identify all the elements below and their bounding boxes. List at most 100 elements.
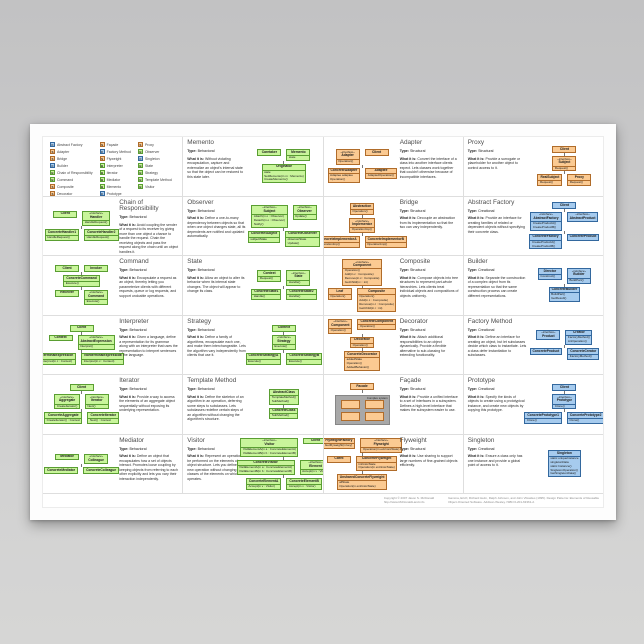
legend-pattern-name: Composite [57, 184, 74, 189]
uml-class-box-concretefactory: ConcreteFactory CreateProductA() CreatePro… [529, 233, 562, 250]
uml-class-box-singleton: Singleton static uniqueInstance singletonD… [547, 450, 581, 478]
pattern-description: What it is: Decouple an abstraction from… [399, 216, 456, 230]
diagram-row: RealSubject Request() Proxy Request() [537, 174, 592, 187]
uml-stereotype: «interface» [88, 290, 104, 295]
pattern-diagram-chain: Client «interface» Handler HandleRequest() C… [44, 200, 119, 253]
pattern-diagram-visitor: «interface» Visitor VisitElementA(in a : C… [236, 437, 323, 491]
pattern-cell-chain: Client «interface» Handler HandleRequest() C… [43, 196, 183, 255]
uml-stereotype: «interface» [333, 319, 348, 324]
uml-class-box-flyweightfactory: FlyweightFactory GetFlyweight(in key) [323, 437, 356, 450]
uml-class-box-memento: Memento state [286, 149, 311, 161]
diagram-row: UnsharedConcreteFlyweight allState Operati… [336, 474, 388, 490]
uml-class-name: ConcreteProduct [569, 234, 597, 239]
uml-subsystem-box [340, 400, 360, 410]
connector-line [283, 475, 285, 479]
uml-class-name: Context [54, 335, 67, 340]
pattern-type: Type: Structural [399, 268, 426, 273]
uml-member: SubMethod() [271, 398, 290, 403]
uml-member: BuildPart() [551, 292, 566, 297]
uml-class-box-proxy: Proxy Request() [567, 174, 592, 187]
uml-class-name: Client [559, 202, 569, 207]
diagram-row: ConcreteMediator ConcreteColleague [44, 467, 120, 474]
uml-class-name: Adaptee [366, 169, 396, 175]
pattern-description: What it is: Provide a surrogate or place… [467, 156, 521, 170]
diagram-row: AbstractClass TemplateMethod() SubMethod() [269, 389, 299, 405]
uml-member: BuildPart() [569, 277, 584, 282]
diagram-row: «interface» Implementor OperationImp() [349, 218, 375, 234]
uml-class-name: TerminalExpression [43, 354, 76, 360]
pattern-cell-decorator: «interface» Component Operation() ConcreteC… [323, 315, 463, 374]
uml-class-name: Client [310, 438, 321, 443]
footer-copyright-line1: Copyright © 2007 Jason S. McDonald [383, 495, 435, 500]
uml-stereotype: «interface» [374, 438, 389, 443]
pattern-cell-visitor: Visitor Type: Behavioral What it is: Repre… [183, 434, 323, 493]
legend-pattern-name: Factory Method [106, 149, 131, 154]
uml-member: Handle() [253, 294, 266, 299]
pattern-type-label: Type: [119, 215, 129, 220]
uml-class-name: ConcreteColleague [86, 467, 117, 472]
uml-member: VisitElementA(in a : ConcreteElementA) [242, 446, 296, 451]
diagram-row: ConcreteElementA Accept(in v : Visitor) Co… [245, 478, 322, 490]
legend-type-icon: B [137, 149, 143, 154]
uml-member: Interpret() [80, 344, 94, 349]
uml-class-name: Component [329, 323, 352, 329]
pattern-description: What it is: Avoid coupling the sender of… [119, 222, 179, 255]
pattern-cell-factory_method: Factory Method Type: Creational What it is… [463, 315, 603, 374]
uml-class-box-concretemediator: ConcreteMediator [44, 467, 79, 474]
pattern-cell-template_method: Template Method Type: Behavioral What it i… [183, 375, 323, 434]
legend-item: B State [137, 163, 172, 168]
uml-class-box-concreteproduct: ConcreteProduct [566, 233, 600, 241]
uml-class-name: FlyweightFactory [323, 439, 355, 445]
uml-class-box-concretecomponent: ConcreteComponent Operation() [357, 318, 397, 331]
pattern-title: Abstract Factory [467, 198, 515, 206]
pattern-type-label: Type: [187, 268, 197, 273]
pattern-type-label: Type: [467, 208, 478, 213]
pattern-type: Type: Creational [467, 327, 495, 332]
uml-member: SingletonOperation() [550, 467, 578, 472]
pattern-cell-prototype: Prototype Type: Creational What it is: Spe… [463, 375, 603, 434]
uml-member: Operation() [352, 209, 368, 214]
uml-class-box-handler: «interface» Handler HandleRequest() [82, 210, 110, 227]
uml-class-name: Abstraction [350, 204, 374, 211]
connector-line [563, 345, 565, 349]
pattern-cell-proxy: Proxy Type: Structural What it is: Provide… [463, 137, 603, 196]
uml-class-box-creator: Creator FactoryMethod() AnOperation() [565, 329, 593, 346]
uml-class-name: ConcreteElementA [246, 479, 281, 486]
uml-member: Operation() [359, 293, 375, 298]
uml-member: Construct() [540, 274, 556, 279]
pattern-cell-state: State Type: Behavioral What it is: Allow a… [183, 256, 323, 315]
legend-type-icon: S [99, 142, 105, 147]
pattern-type-label: Type: [467, 149, 478, 154]
pattern-what-label: What it is: [187, 394, 204, 399]
uml-class-name: Element [300, 464, 323, 471]
uml-class-name: ConcreteCreator [568, 349, 599, 355]
pattern-title: Chain of Responsibility [119, 198, 159, 213]
pattern-what-label: What it is: [119, 335, 136, 340]
uml-member: Accept(in v : Visitor) [288, 484, 316, 489]
uml-class-box-originator: Originator state SetMemento(in m : Memento… [261, 163, 307, 184]
uml-member: OperationImp() [324, 242, 340, 247]
uml-class-name: ConcretePrototype2 [567, 413, 603, 420]
pattern-diagram-command: Client Invoker ConcreteCommand Execute() Rec… [47, 259, 116, 312]
uml-member: Update() [295, 214, 307, 219]
poster-grid: Copyright © 2007 Jason S. McDonald http:… [42, 136, 604, 508]
connector-line [81, 409, 83, 413]
connector-line [563, 153, 565, 157]
uml-class-name: ConcreteHandler2 [85, 230, 118, 236]
uml-class-box-mediator: Mediator [55, 453, 80, 461]
pattern-what-label: What it is: [187, 156, 204, 161]
pattern-description: What it is: Given a language, define a r… [119, 335, 178, 358]
pattern-diagram-strategy: Context «interface» Strategy Execute() Concr… [245, 319, 323, 372]
pattern-what-label: What it is: [399, 454, 417, 459]
uml-class-name: ConcreteDecorator [345, 352, 380, 359]
uml-class-name: ConcreteFlyweight [356, 457, 397, 463]
legend-pattern-name: Flyweight [106, 156, 122, 161]
uml-member: Request() [569, 180, 584, 185]
uml-member: CreateProductA() [532, 221, 557, 226]
legend-pattern-name: Bridge [57, 156, 68, 161]
uml-member: CreateProductB() [532, 225, 557, 230]
uml-class-box-concreteclass: ConcreteClass SubMethod() [269, 407, 299, 420]
uml-class-box-concreteimplementorb: ConcreteImplementorB OperationImp() [364, 236, 408, 249]
uml-class-name: Client [60, 211, 70, 216]
